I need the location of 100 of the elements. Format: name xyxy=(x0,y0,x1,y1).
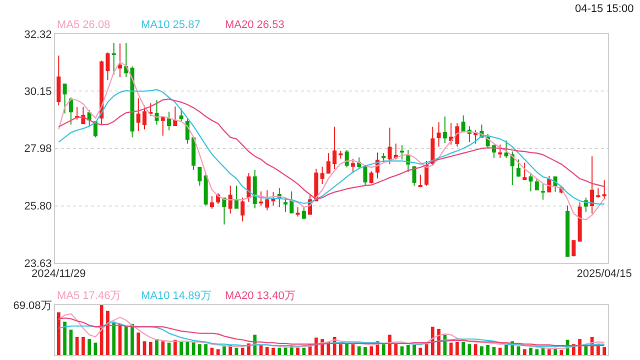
candlestick xyxy=(142,104,147,130)
candlestick xyxy=(424,160,429,186)
bar xyxy=(486,344,490,355)
candlestick xyxy=(388,127,392,165)
candlestick xyxy=(363,166,368,186)
text: MA5 26.08 xyxy=(57,19,110,31)
bar xyxy=(602,347,606,355)
candlestick xyxy=(148,102,153,116)
bar xyxy=(394,343,398,355)
candlestick xyxy=(528,172,533,192)
candlestick xyxy=(271,192,276,206)
candlestick xyxy=(596,188,600,198)
candlestick xyxy=(302,206,306,220)
candlestick xyxy=(449,122,454,146)
bar xyxy=(529,348,532,355)
bar xyxy=(480,346,484,355)
candlestick xyxy=(400,144,404,160)
candlestick xyxy=(68,97,73,126)
bar xyxy=(504,344,508,355)
bar xyxy=(468,344,472,355)
bar xyxy=(240,348,244,355)
candlestick xyxy=(566,205,570,257)
bar xyxy=(456,342,459,355)
bar xyxy=(406,344,410,355)
bar xyxy=(382,344,386,355)
candlestick xyxy=(118,42,122,78)
candlestick xyxy=(498,144,502,158)
bar xyxy=(112,322,116,355)
x-tick-label: 2024/11/29 xyxy=(32,268,86,280)
candlestick xyxy=(394,143,398,160)
candlestick xyxy=(406,149,410,173)
candlestick xyxy=(252,169,257,209)
bar xyxy=(357,346,361,355)
text: MA20 26.53 xyxy=(225,19,284,31)
bar xyxy=(345,343,349,355)
bar xyxy=(198,344,202,355)
candlestick xyxy=(56,55,61,106)
candlestick xyxy=(173,106,178,126)
candlestick xyxy=(572,240,576,257)
bar xyxy=(449,342,453,355)
bar xyxy=(56,312,60,355)
bar xyxy=(216,349,220,355)
candlestick xyxy=(590,156,594,214)
candlestick xyxy=(534,178,539,191)
candlestick xyxy=(198,166,202,186)
bar xyxy=(167,342,171,355)
bar xyxy=(272,348,275,355)
bar xyxy=(339,344,342,355)
bar xyxy=(124,326,128,355)
candlestick xyxy=(430,126,435,166)
bar xyxy=(522,349,526,355)
text: MA10 25.87 xyxy=(141,19,200,31)
candlestick xyxy=(106,52,110,81)
candlestick xyxy=(461,114,466,132)
candlestick xyxy=(296,206,300,218)
candlestick xyxy=(258,190,263,206)
candlestick xyxy=(222,198,226,226)
candlestick xyxy=(382,152,386,164)
bar xyxy=(265,347,269,355)
candlestick xyxy=(516,158,520,178)
candlestick xyxy=(204,173,208,206)
candlestick xyxy=(320,166,324,184)
line-series xyxy=(58,61,605,220)
candlestick xyxy=(290,190,294,214)
candlestick xyxy=(442,116,447,144)
bar xyxy=(100,305,104,355)
bar xyxy=(364,347,367,355)
bar xyxy=(106,310,110,355)
bar xyxy=(418,348,422,355)
candlestick xyxy=(160,116,165,136)
bar xyxy=(180,342,183,355)
bar xyxy=(82,336,85,355)
y-tick-label: 30.15 xyxy=(24,86,52,98)
candlestick xyxy=(240,197,245,222)
bar xyxy=(94,342,98,355)
candlestick xyxy=(578,202,582,242)
bar xyxy=(296,348,300,355)
text: MA20 13.40万 xyxy=(225,290,296,302)
bar xyxy=(130,324,134,355)
bar xyxy=(424,344,428,355)
bar xyxy=(351,344,355,355)
y-tick-label: 25.80 xyxy=(24,200,52,213)
candlestick xyxy=(338,150,343,160)
candlestick xyxy=(332,126,337,170)
bar xyxy=(535,349,539,355)
candlestick xyxy=(369,170,374,184)
candlestick xyxy=(192,137,196,170)
candlestick xyxy=(234,185,238,209)
candlestick xyxy=(100,60,104,126)
candlestick xyxy=(522,162,527,180)
bar xyxy=(155,339,158,355)
bar xyxy=(492,347,496,355)
bar xyxy=(388,334,392,355)
bar xyxy=(186,342,190,355)
bar xyxy=(173,340,177,355)
candlestick xyxy=(130,66,134,138)
candlestick xyxy=(62,84,67,114)
candlestick xyxy=(265,190,270,211)
candlestick xyxy=(124,42,128,78)
bar xyxy=(136,332,140,355)
